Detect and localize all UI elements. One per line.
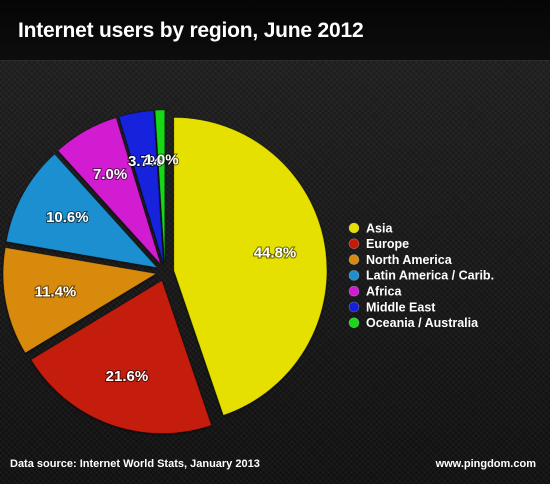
legend-label-africa: Africa	[366, 284, 402, 298]
legend-label-europe: Europe	[366, 237, 409, 251]
chart-title: Internet users by region, June 2012	[18, 19, 364, 42]
legend-marker-middle-east	[348, 301, 360, 313]
pie-slices	[2, 109, 328, 434]
pie-slice-europe	[30, 279, 212, 434]
legend: Asia Europe North America Latin America / C…	[348, 221, 494, 330]
pie-slice-north-america	[2, 247, 158, 354]
pie-slice-label-africa: 7.0%	[93, 166, 127, 183]
legend-item-europe: Europe	[348, 237, 409, 251]
pie-slice-middle-east	[118, 110, 164, 264]
pie-slice-oceania-australia	[154, 109, 166, 264]
source-credit: www.pingdom.com	[435, 458, 536, 470]
pie-slice-label-middle-east: 3.7%	[128, 153, 162, 170]
data-source-note: Data source: Internet World Stats, Janua…	[10, 458, 260, 470]
legend-label-latin-america-carib: Latin America / Carib.	[366, 269, 494, 283]
pie-slice-latin-america-carib	[5, 153, 159, 269]
legend-item-north-america: North America	[348, 253, 453, 267]
pie-slice-label-north-america: 11.4%	[35, 284, 77, 301]
legend-item-asia: Asia	[348, 221, 393, 235]
legend-label-north-america: North America	[366, 253, 453, 267]
legend-marker-latin-america-carib	[348, 270, 360, 281]
legend-item-africa: Africa	[348, 284, 402, 298]
title-bar: Internet users by region, June 2012	[0, 0, 550, 61]
legend-label-asia: Asia	[366, 221, 393, 235]
pie-slice-labels: 44.8% 21.6% 11.4% 10.6% 7.0%3.7%1.0%	[34, 151, 298, 386]
legend-marker-oceania-australia	[348, 317, 360, 329]
legend-label-oceania-australia: Oceania / Australia	[366, 316, 479, 330]
pie-slice-label-europe: 21.6%	[106, 368, 149, 385]
legend-marker-europe	[348, 238, 360, 250]
legend-label-middle-east: Middle East	[366, 300, 436, 314]
legend-marker-north-america	[348, 254, 360, 265]
pie-slice-label-asia: 44.8%	[254, 245, 297, 262]
legend-item-latin-america-carib: Latin America / Carib.	[348, 269, 494, 283]
pie-slice-africa	[57, 117, 161, 265]
legend-marker-africa	[348, 285, 360, 297]
legend-marker-asia	[348, 222, 360, 234]
pie-slice-label-latin-america-carib: 10.6%	[46, 209, 89, 226]
pie-slice-label-oceania-australia: 1.0%	[144, 152, 178, 169]
legend-item-oceania-australia: Oceania / Australia	[348, 316, 479, 330]
pie-slice-asia	[173, 117, 328, 416]
legend-item-middle-east: Middle East	[348, 300, 436, 314]
